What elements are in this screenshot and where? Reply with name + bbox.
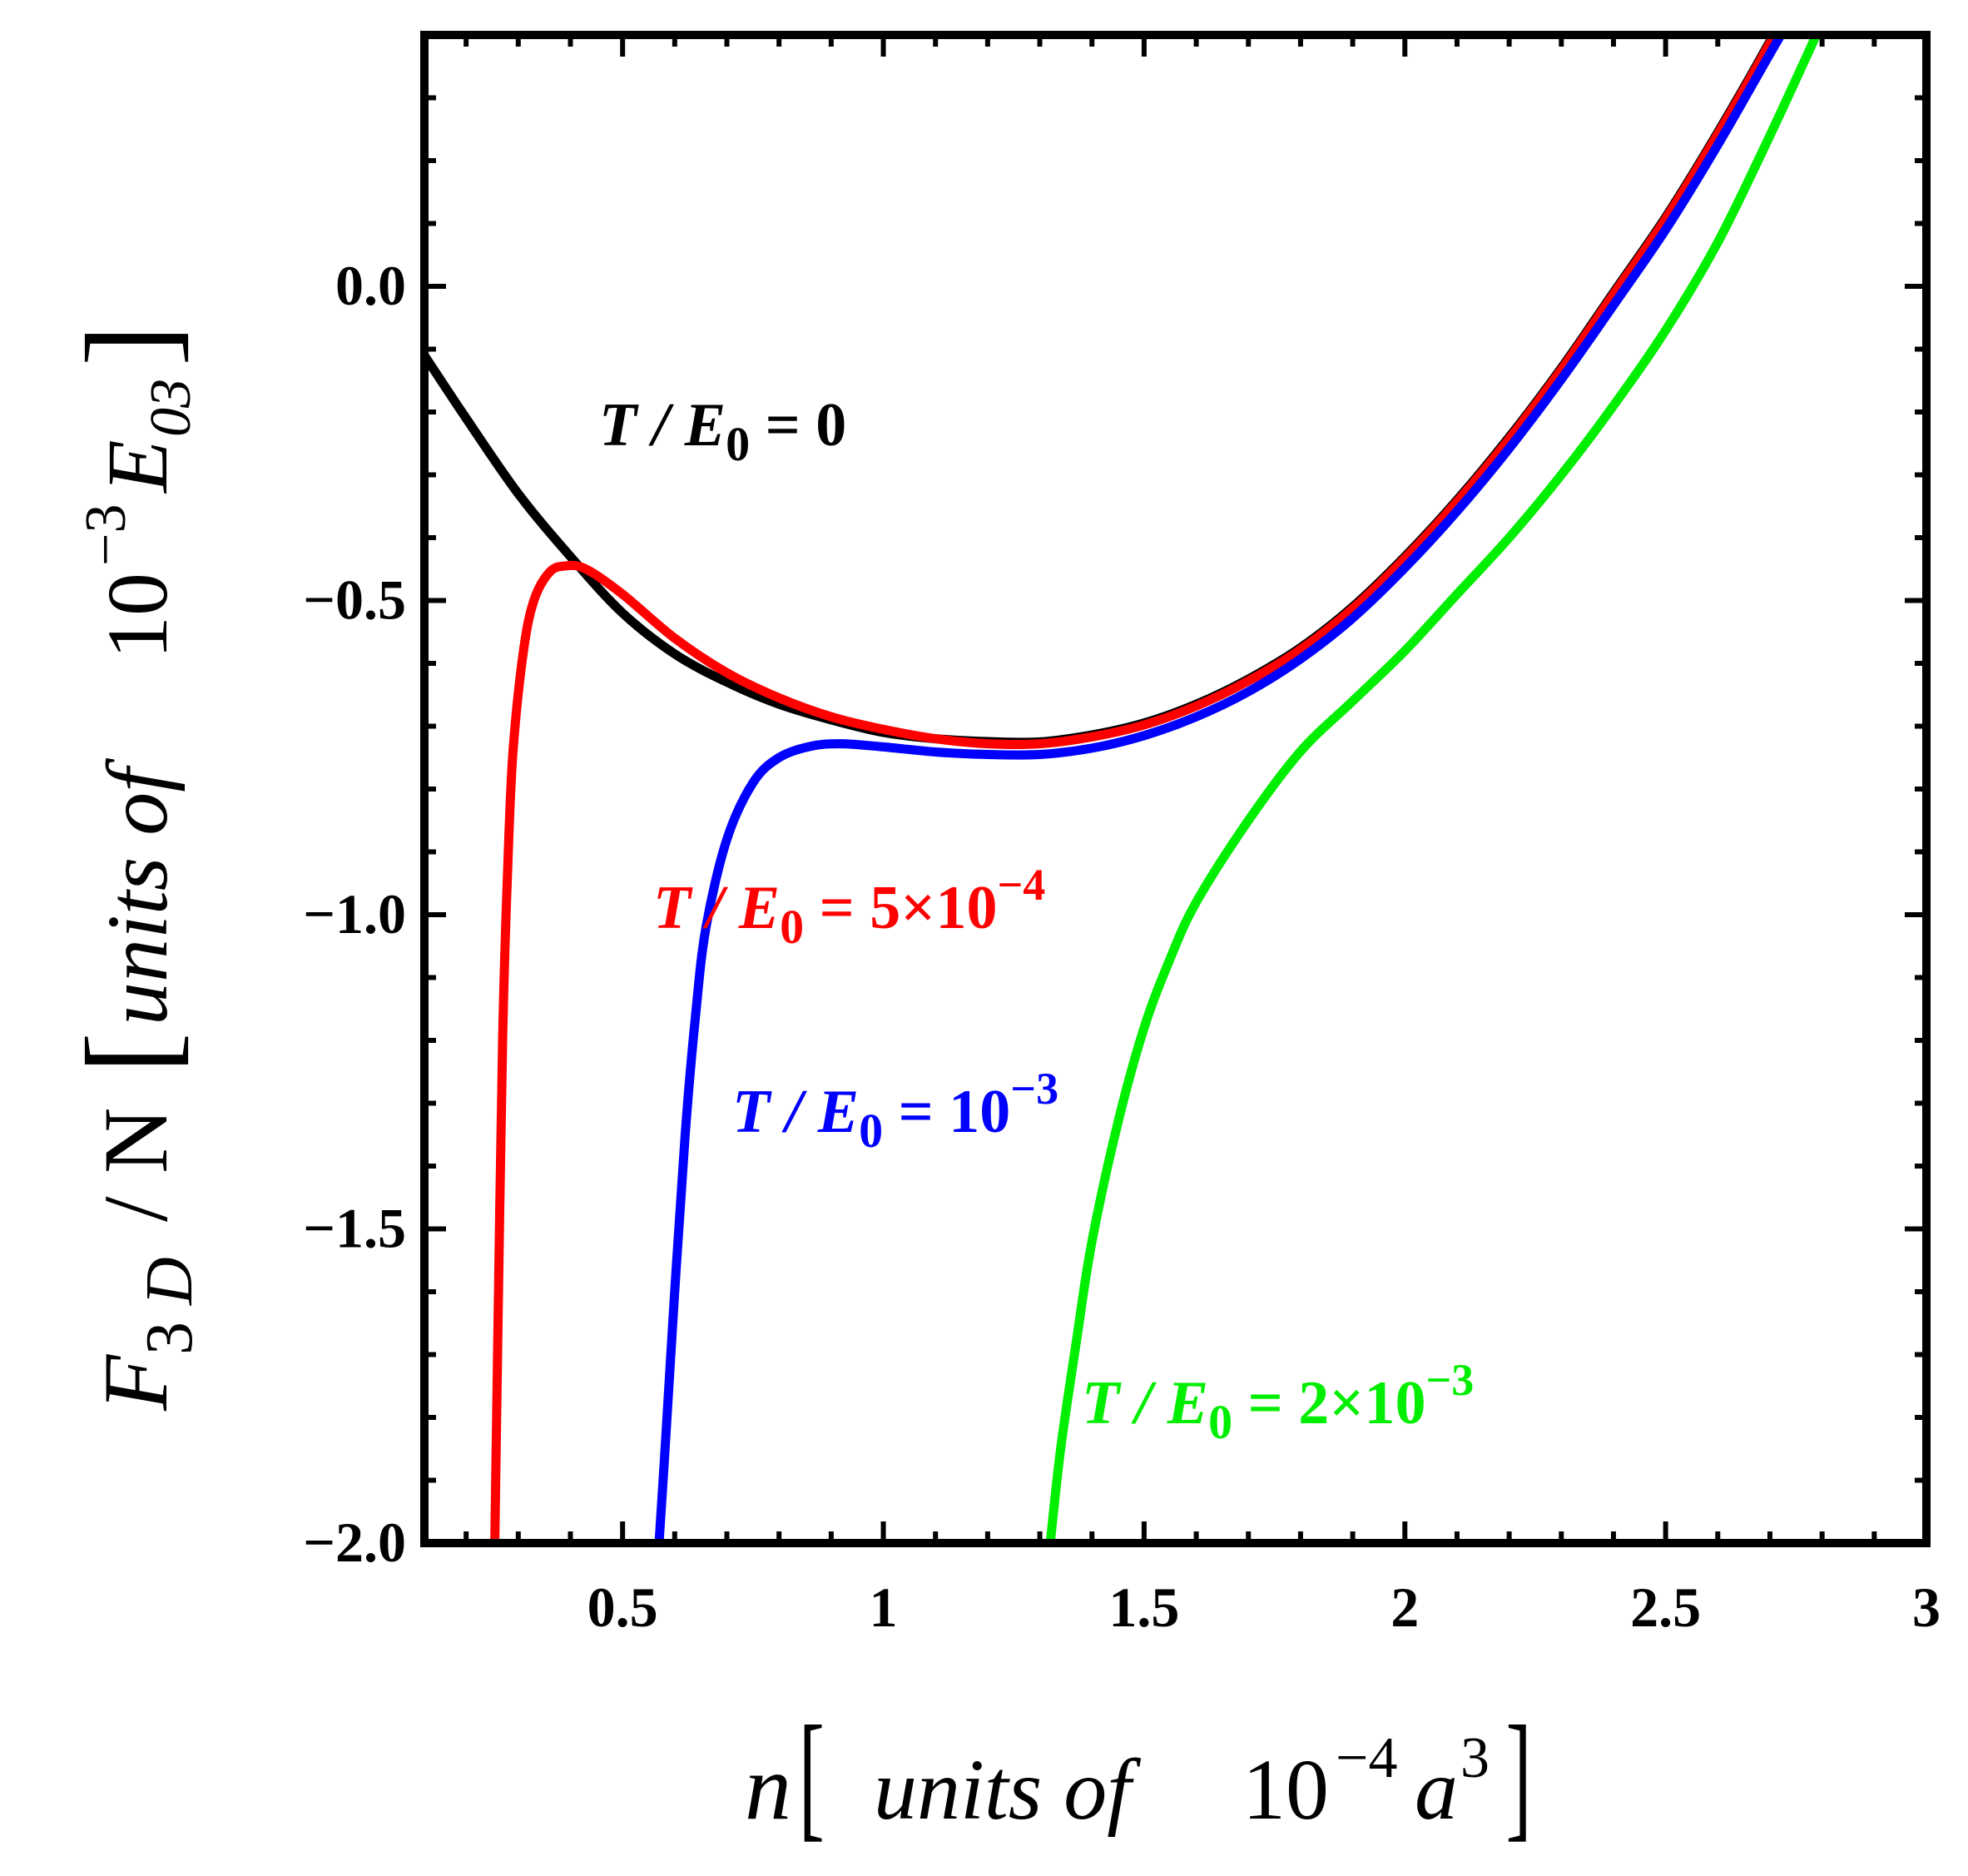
svg-text:units of: units of <box>90 758 186 1025</box>
series-lines <box>424 35 1822 1543</box>
svg-text:]: ] <box>1506 1697 1532 1854</box>
x-tick-label: 3 <box>1912 1576 1941 1639</box>
axis-ticks <box>424 32 1926 1546</box>
svg-text:[: [ <box>61 1032 199 1074</box>
svg-text:−3: −3 <box>74 504 138 566</box>
svg-text:[: [ <box>799 1697 825 1854</box>
x-tick-label: 0.5 <box>587 1576 658 1639</box>
svg-text:10: 10 <box>90 573 186 659</box>
y-tick-label: −2.0 <box>303 1511 406 1574</box>
plot-frame <box>420 31 1931 1547</box>
series-label-2: T / E0 = 10−3 <box>732 1064 1058 1158</box>
svg-text:/ N: / N <box>85 1108 186 1223</box>
y-tick-label: 0.0 <box>335 254 406 317</box>
y-tick-label: −1.0 <box>303 882 406 945</box>
svg-text:units of: units of <box>874 1742 1141 1838</box>
svg-text:10: 10 <box>1242 1742 1329 1838</box>
series-line-3 <box>1045 35 1822 1543</box>
x-axis-title: n [ units of 10 −4 a 3 ] <box>745 1697 1532 1854</box>
series-label-1: T / E0 = 5×10−4 <box>653 860 1045 954</box>
series-label-3: T / E0 = 2×10−3 <box>1082 1355 1474 1449</box>
svg-text:3 D: 3 D <box>133 1257 206 1355</box>
y-tick-label: −1.5 <box>303 1197 406 1260</box>
x-tick-label: 2.5 <box>1630 1576 1701 1639</box>
tick-labels: 0.5 1 1.5 2 2.5 3 0.0 −0.5 −1.0 −1.5 −2.0 <box>303 254 1941 1639</box>
svg-text:03: 03 <box>139 379 203 437</box>
x-tick-label: 2 <box>1390 1576 1419 1639</box>
svg-text:3: 3 <box>1460 1726 1490 1790</box>
svg-text:n: n <box>745 1736 791 1839</box>
x-tick-label: 1 <box>870 1576 898 1639</box>
x-tick-label: 1.5 <box>1108 1576 1179 1639</box>
y-axis-title: F 3 D / N [ units of 10 −3 E 03 ] <box>61 325 206 1412</box>
svg-text:a: a <box>1415 1742 1458 1838</box>
series-line-0 <box>424 35 1779 747</box>
series-line-2 <box>654 35 1787 1543</box>
svg-text:E: E <box>90 439 186 494</box>
y-tick-label: −0.5 <box>303 568 406 632</box>
svg-text:]: ] <box>61 325 199 366</box>
svg-text:−4: −4 <box>1336 1726 1397 1790</box>
series-line-1 <box>490 35 1780 1543</box>
svg-text:F: F <box>85 1353 186 1412</box>
series-labels: T / E0 = 0 T / E0 = 5×10−4 T / E0 = 10−3 T … <box>599 391 1474 1449</box>
series-label-0: T / E0 = 0 <box>599 391 846 471</box>
